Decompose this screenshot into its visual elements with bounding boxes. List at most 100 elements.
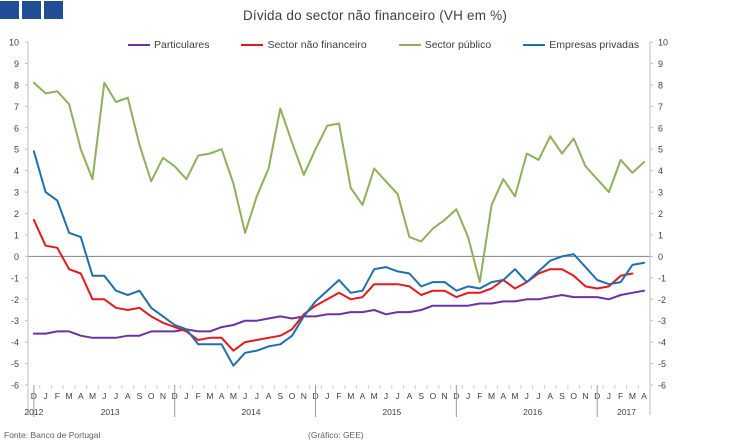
x-tick-label-month: J [525, 391, 529, 401]
y-tick-label-right: 10 [658, 38, 668, 48]
x-tick-label-month: A [641, 391, 647, 401]
legend: Particulares Sector não financeiro Secto… [128, 39, 639, 51]
y-tick-label-right: 9 [658, 59, 663, 69]
x-tick-label-month: A [78, 391, 84, 401]
y-tick-label-left: 10 [9, 38, 19, 48]
y-tick-label-right: 0 [658, 252, 663, 262]
legend-item-sector-publico: Sector público [398, 39, 491, 51]
y-tick-label-left: 3 [14, 188, 19, 198]
legend-swatch [523, 44, 546, 46]
logo-square [44, 1, 63, 19]
x-tick-label-month: M [347, 391, 354, 401]
x-tick-label-month: J [102, 391, 106, 401]
y-tick-label-right: -5 [658, 359, 666, 369]
x-tick-label-month: A [360, 391, 366, 401]
legend-item-sector-nao-financeiro: Sector não financeiro [241, 39, 367, 51]
x-tick-label-month: M [206, 391, 213, 401]
x-tick-label-month: M [89, 391, 96, 401]
y-tick-label-left: 1 [14, 230, 19, 240]
logo [0, 1, 63, 19]
x-tick-label-month: J [114, 391, 118, 401]
x-tick-label-month: F [55, 391, 60, 401]
x-tick-label-month: M [629, 391, 636, 401]
y-tick-label-right: 7 [658, 102, 663, 112]
y-tick-label-left: 0 [14, 252, 19, 262]
x-tick-label-month: A [500, 391, 506, 401]
y-tick-label-left: -5 [11, 359, 19, 369]
x-tick-label-month: J [184, 391, 188, 401]
y-tick-label-left: 9 [14, 59, 19, 69]
legend-item-particulares: Particulares [128, 39, 209, 51]
y-tick-label-left: 6 [14, 123, 19, 133]
x-tick-label-year: 2016 [523, 407, 542, 417]
x-tick-label-month: A [125, 391, 131, 401]
x-tick-label-month: O [570, 391, 577, 401]
x-tick-label-month: O [289, 391, 296, 401]
line-chart: -6 -6 -5 -5 -4 -4 -3 -3 -2 -2 -1 -1 0 0 1 1 2 2 3 3 4 4 5 5 6 6 7 7… [9, 38, 668, 417]
logo-square [0, 1, 19, 19]
y-tick-label-left: 5 [14, 145, 19, 155]
x-tick-label-year: 2012 [24, 407, 43, 417]
y-tick-label-left: -6 [11, 381, 19, 391]
y-tick-label-right: 5 [658, 145, 663, 155]
x-tick-label-month: S [418, 391, 424, 401]
y-tick-label-right: -3 [658, 316, 666, 326]
x-tick-label-year: 2013 [101, 407, 120, 417]
x-tick-label-month: N [160, 391, 166, 401]
x-tick-label-month: M [66, 391, 73, 401]
y-tick-label-right: 6 [658, 123, 663, 133]
y-tick-label-left: 8 [14, 80, 19, 90]
y-tick-label-left: -2 [11, 295, 19, 305]
y-tick-label-left: 4 [14, 166, 19, 176]
y-tick-label-right: -1 [658, 273, 666, 283]
x-tick-label-month: F [477, 391, 482, 401]
x-tick-label-month: A [219, 391, 225, 401]
y-tick-label-left: 2 [14, 209, 19, 219]
x-tick-label-month: O [148, 391, 155, 401]
x-tick-label-month: M [488, 391, 495, 401]
series-line-sector-publico [32, 81, 646, 284]
x-tick-label-month: S [277, 391, 283, 401]
series-line-empresas-privadas [32, 150, 646, 367]
y-tick-label-right: -4 [658, 338, 666, 348]
y-tick-label-right: -2 [658, 295, 666, 305]
y-tick-label-left: -3 [11, 316, 19, 326]
x-tick-label-month: N [582, 391, 588, 401]
x-tick-label-month: M [230, 391, 237, 401]
y-tick-label-left: 7 [14, 102, 19, 112]
x-tick-label-month: J [43, 391, 47, 401]
x-tick-label-year: 2015 [382, 407, 401, 417]
y-tick-label-right: 4 [658, 166, 663, 176]
y-tick-label-right: 2 [658, 209, 663, 219]
legend-label: Particulares [154, 39, 210, 51]
legend-swatch [398, 44, 421, 46]
y-tick-label-left: -4 [11, 338, 19, 348]
x-tick-label-month: J [396, 391, 400, 401]
x-tick-label-month: O [430, 391, 437, 401]
x-tick-label-month: J [384, 391, 388, 401]
x-tick-label-month: A [407, 391, 413, 401]
legend-label: Sector não financeiro [267, 39, 367, 51]
logo-square [22, 1, 41, 19]
legend-swatch [241, 44, 264, 46]
x-tick-label-month: F [196, 391, 201, 401]
y-tick-label-right: 3 [658, 188, 663, 198]
x-tick-label-month: N [442, 391, 448, 401]
x-tick-label-month: A [547, 391, 553, 401]
x-tick-label-month: A [266, 391, 272, 401]
y-tick-label-right: -6 [658, 381, 666, 391]
x-tick-label-year: 2014 [242, 407, 261, 417]
y-tick-label-left: -1 [11, 273, 19, 283]
x-tick-label-month: F [336, 391, 341, 401]
series-line-particulares [32, 289, 646, 339]
x-tick-label-year: 2017 [617, 407, 636, 417]
legend-swatch [128, 44, 150, 46]
legend-item-empresas-privadas: Empresas privadas [523, 39, 639, 51]
x-tick-label-month: J [536, 391, 540, 401]
x-tick-label-month: M [371, 391, 378, 401]
x-tick-label-month: J [255, 391, 259, 401]
legend-label: Empresas privadas [549, 39, 640, 51]
x-tick-label-month: J [243, 391, 247, 401]
x-tick-label-month: S [137, 391, 143, 401]
credit-note: (Gráfico: GEE) [308, 430, 364, 440]
